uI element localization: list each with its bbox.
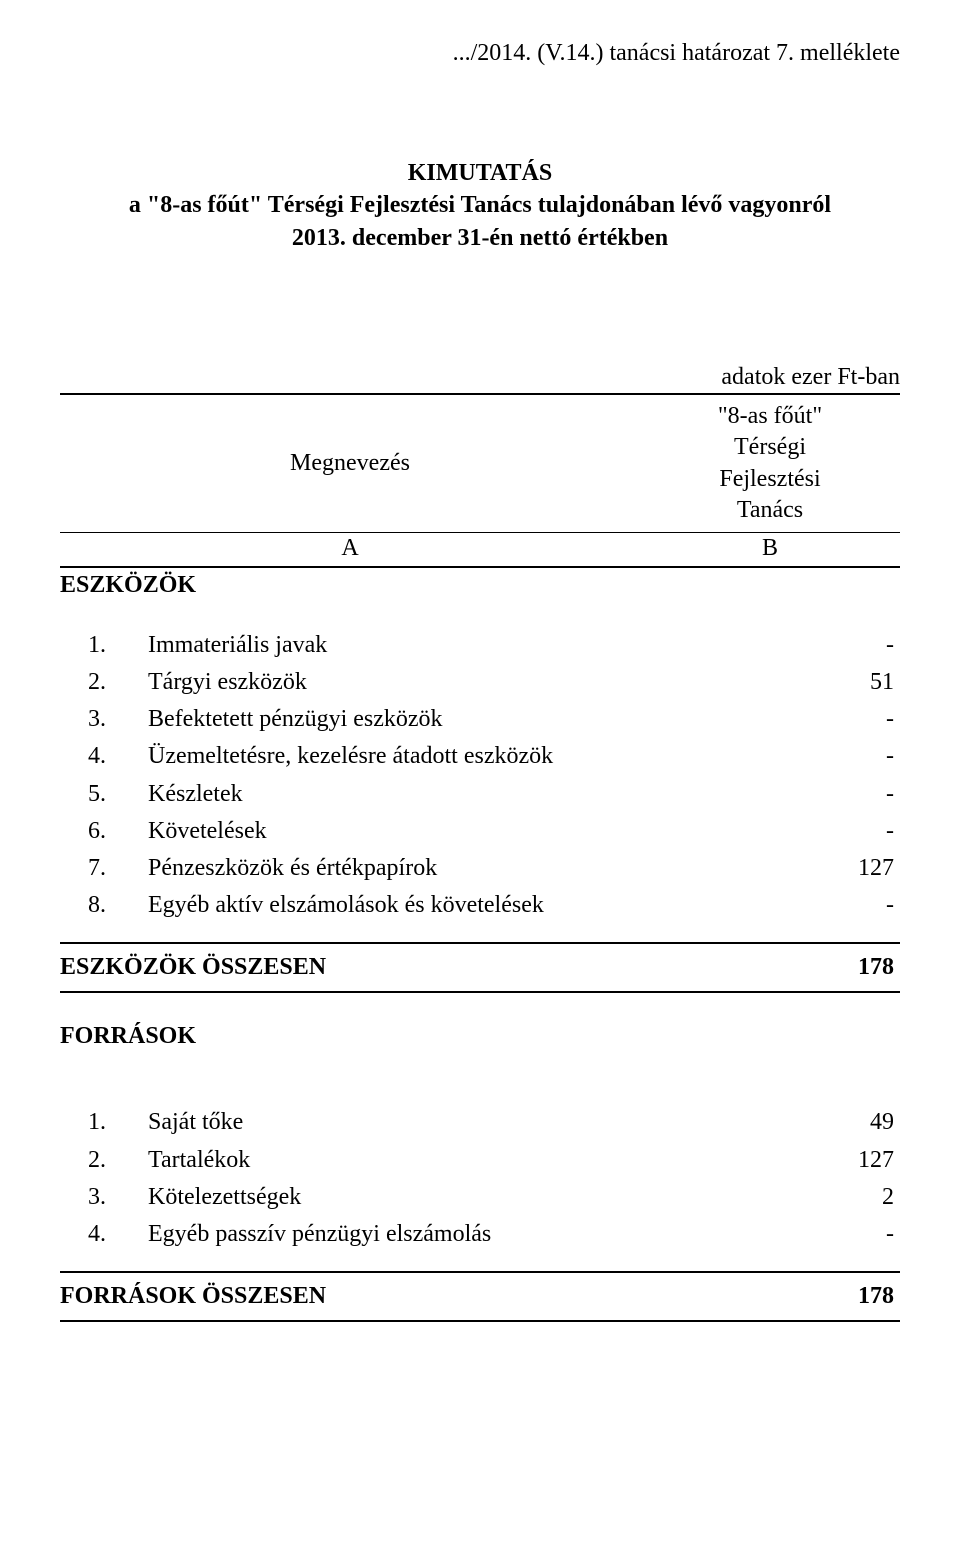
row-label: Üzemeltetésre, kezelésre átadott eszközö… bbox=[148, 738, 754, 775]
row-num: 1. bbox=[60, 627, 148, 664]
row-value: - bbox=[754, 813, 900, 850]
table-row: 4. Egyéb passzív pénzügyi elszámolás - bbox=[60, 1216, 900, 1253]
table-row: 3. Befektetett pénzügyi eszközök - bbox=[60, 701, 900, 738]
row-label: Tárgyi eszközök bbox=[148, 664, 754, 701]
assets-section-label: ESZKÖZÖK bbox=[60, 572, 900, 599]
assets-total-value: 178 bbox=[754, 954, 900, 981]
ab-a: A bbox=[60, 533, 640, 566]
row-num: 2. bbox=[60, 1142, 148, 1179]
column-header-left: Megnevezés bbox=[60, 395, 640, 532]
unit-note: adatok ezer Ft-ban bbox=[60, 364, 900, 391]
table-row: 2. Tárgyi eszközök 51 bbox=[60, 664, 900, 701]
table-row: 5. Készletek - bbox=[60, 776, 900, 813]
title-block: KIMUTATÁS a "8-as főút" Térségi Fejleszt… bbox=[60, 157, 900, 254]
row-value: - bbox=[754, 776, 900, 813]
row-label: Egyéb passzív pénzügyi elszámolás bbox=[148, 1216, 754, 1253]
row-label: Tartalékok bbox=[148, 1142, 754, 1179]
header-table: adatok ezer Ft-ban Megnevezés "8-as főút… bbox=[60, 364, 900, 568]
sources-total-label: FORRÁSOK ÖSSZESEN bbox=[60, 1283, 754, 1310]
row-label: Immateriális javak bbox=[148, 627, 754, 664]
row-value: 49 bbox=[754, 1104, 900, 1141]
row-value: - bbox=[754, 627, 900, 664]
col-right-l4: Tanács bbox=[640, 495, 900, 526]
table-row: 6. Követelések - bbox=[60, 813, 900, 850]
row-num: 1. bbox=[60, 1104, 148, 1141]
row-num: 7. bbox=[60, 850, 148, 887]
table-row: 7. Pénzeszközök és értékpapírok 127 bbox=[60, 850, 900, 887]
row-value: 127 bbox=[754, 850, 900, 887]
row-num: 3. bbox=[60, 1179, 148, 1216]
table-row: 1. Saját tőke 49 bbox=[60, 1104, 900, 1141]
row-value: - bbox=[754, 701, 900, 738]
row-num: 8. bbox=[60, 887, 148, 924]
sources-total-value: 178 bbox=[754, 1283, 900, 1310]
title-line-2: a "8-as főút" Térségi Fejlesztési Tanács… bbox=[60, 189, 900, 221]
table-row: 4. Üzemeltetésre, kezelésre átadott eszk… bbox=[60, 738, 900, 775]
row-label: Befektetett pénzügyi eszközök bbox=[148, 701, 754, 738]
assets-items: 1. Immateriális javak - 2. Tárgyi eszköz… bbox=[60, 627, 900, 925]
row-value: 2 bbox=[754, 1179, 900, 1216]
col-right-l1: "8-as főút" bbox=[640, 401, 900, 432]
row-value: - bbox=[754, 1216, 900, 1253]
table-row: 2. Tartalékok 127 bbox=[60, 1142, 900, 1179]
row-label: Pénzeszközök és értékpapírok bbox=[148, 850, 754, 887]
row-label: Kötelezettségek bbox=[148, 1179, 754, 1216]
ab-b: B bbox=[640, 533, 900, 566]
sources-items: 1. Saját tőke 49 2. Tartalékok 127 3. Kö… bbox=[60, 1104, 900, 1253]
assets-total-row: ESZKÖZÖK ÖSSZESEN 178 bbox=[60, 942, 900, 993]
row-label: Követelések bbox=[148, 813, 754, 850]
row-num: 6. bbox=[60, 813, 148, 850]
document-header: .../2014. (V.14.) tanácsi határozat 7. m… bbox=[60, 40, 900, 67]
column-header-row: Megnevezés "8-as főút" Térségi Fejleszté… bbox=[60, 393, 900, 533]
table-row: 8. Egyéb aktív elszámolások és követelés… bbox=[60, 887, 900, 924]
row-num: 2. bbox=[60, 664, 148, 701]
title-line-1: KIMUTATÁS bbox=[60, 157, 900, 189]
row-value: - bbox=[754, 738, 900, 775]
row-label: Készletek bbox=[148, 776, 754, 813]
row-num: 3. bbox=[60, 701, 148, 738]
row-num: 4. bbox=[60, 738, 148, 775]
row-num: 5. bbox=[60, 776, 148, 813]
assets-total-label: ESZKÖZÖK ÖSSZESEN bbox=[60, 954, 754, 981]
row-label: Saját tőke bbox=[148, 1104, 754, 1141]
sources-section-label: FORRÁSOK bbox=[60, 1023, 900, 1050]
row-value: - bbox=[754, 887, 900, 924]
row-label: Egyéb aktív elszámolások és követelések bbox=[148, 887, 754, 924]
table-row: 3. Kötelezettségek 2 bbox=[60, 1179, 900, 1216]
sources-total-row: FORRÁSOK ÖSSZESEN 178 bbox=[60, 1271, 900, 1322]
row-num: 4. bbox=[60, 1216, 148, 1253]
col-right-l3: Fejlesztési bbox=[640, 464, 900, 495]
row-value: 127 bbox=[754, 1142, 900, 1179]
title-line-3: 2013. december 31-én nettó értékben bbox=[60, 222, 900, 254]
col-right-l2: Térségi bbox=[640, 432, 900, 463]
table-row: 1. Immateriális javak - bbox=[60, 627, 900, 664]
row-value: 51 bbox=[754, 664, 900, 701]
column-header-right: "8-as főút" Térségi Fejlesztési Tanács bbox=[640, 395, 900, 532]
ab-row: A B bbox=[60, 533, 900, 568]
